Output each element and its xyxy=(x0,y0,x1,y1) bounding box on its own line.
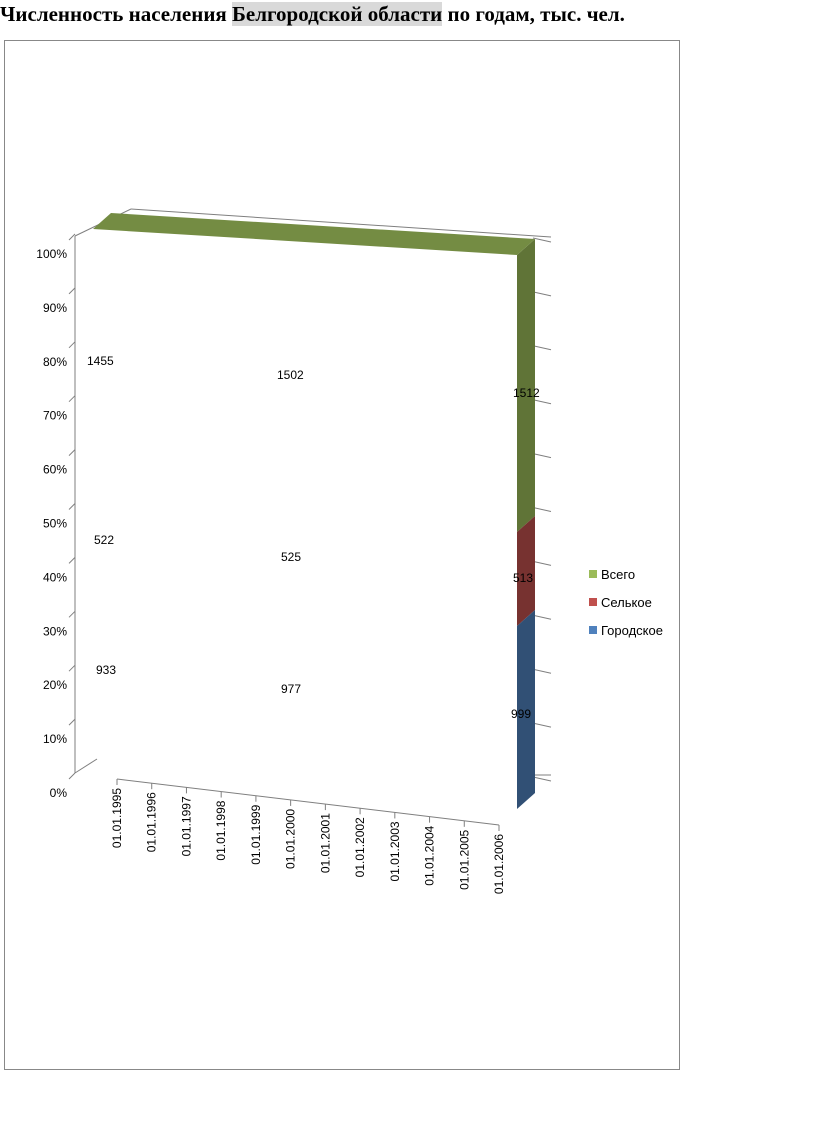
x-tick-label: 01.01.1996 xyxy=(145,792,159,852)
x-tick-label: 01.01.1995 xyxy=(110,788,124,848)
y-tick-mark xyxy=(68,449,76,456)
legend-item-total: Всего xyxy=(589,560,663,588)
y-tick-label: 50% xyxy=(43,517,67,531)
y-tick-label: 60% xyxy=(43,463,67,477)
legend-label-total: Всего xyxy=(601,566,636,582)
y-tick-mark xyxy=(68,287,76,295)
x-tick-label: 01.01.2005 xyxy=(457,829,471,889)
x-tick-label: 01.01.2004 xyxy=(423,825,437,885)
y-gridline-right xyxy=(532,614,552,620)
series-top-face xyxy=(93,213,535,255)
y-tick-mark xyxy=(68,341,76,349)
x-tick-label: 01.01.1999 xyxy=(249,804,263,864)
y-gridline-right xyxy=(532,776,552,782)
x-tick-label: 01.01.2001 xyxy=(318,813,332,873)
floor-left-edge xyxy=(74,758,98,774)
data-label: 999 xyxy=(511,707,531,721)
y-tick-mark xyxy=(68,557,76,564)
data-label: 1512 xyxy=(513,386,540,400)
x-tick-label: 01.01.1997 xyxy=(179,796,193,856)
data-label: 1502 xyxy=(277,368,304,382)
y-tick-label: 100% xyxy=(36,247,67,261)
data-label: 933 xyxy=(96,663,116,677)
legend-swatch-urban xyxy=(589,626,597,634)
legend-item-rural: Селькое xyxy=(589,588,663,616)
y-tick-mark xyxy=(68,233,76,241)
title-highlight: Белгородской области xyxy=(232,2,443,26)
y-gridline-right xyxy=(532,453,552,459)
y-tick-label: 20% xyxy=(43,678,67,692)
y-tick-mark xyxy=(68,718,76,726)
legend-item-urban: Городское xyxy=(589,616,663,644)
series-side-face xyxy=(517,609,535,809)
legend-label-rural: Селькое xyxy=(601,594,652,610)
y-tick-label: 70% xyxy=(43,409,67,423)
y-gridline-right xyxy=(532,291,552,297)
page-title: Численность населения Белгородской облас… xyxy=(0,2,625,27)
y-tick-mark xyxy=(68,664,76,672)
x-tick-label: 01.01.2006 xyxy=(492,834,506,894)
y-gridline-right xyxy=(532,668,552,674)
data-label: 977 xyxy=(281,682,301,696)
y-gridline-right xyxy=(532,399,552,405)
data-label: 525 xyxy=(281,550,301,564)
y-gridline-right xyxy=(532,507,552,512)
data-label: 522 xyxy=(94,533,114,547)
y-tick-label: 80% xyxy=(43,355,67,369)
back-wall-top xyxy=(130,208,552,238)
x-tick-label: 01.01.1998 xyxy=(214,800,228,860)
x-tick-label: 01.01.2002 xyxy=(353,817,367,877)
population-chart: 0% 10% 20% 30% 40% 50% 60% 70% 80% 90% 100% 01.01.1… xyxy=(36,208,552,894)
x-tick-label: 01.01.2000 xyxy=(284,809,298,869)
y-gridline-right xyxy=(532,237,552,243)
y-gridline-right xyxy=(532,722,552,728)
y-gridline-right xyxy=(532,345,552,351)
title-part-3: по годам, тыс. чел. xyxy=(442,2,625,26)
chart-frame: 0% 10% 20% 30% 40% 50% 60% 70% 80% 90% 100% 01.01.1… xyxy=(4,40,680,1070)
y-tick-label: 40% xyxy=(43,570,67,584)
y-gridline-right xyxy=(532,560,552,566)
y-tick-mark xyxy=(68,610,76,618)
title-part-1: Численность населения xyxy=(0,2,233,26)
x-tick-label: 01.01.2003 xyxy=(388,821,402,881)
legend-swatch-total xyxy=(589,570,597,578)
series-side-face xyxy=(517,239,535,532)
legend-label-urban: Городское xyxy=(601,622,663,638)
y-tick-label: 0% xyxy=(50,786,68,800)
series-side-face xyxy=(517,516,535,626)
y-tick-label: 30% xyxy=(43,624,67,638)
legend-swatch-rural xyxy=(589,598,597,606)
data-label: 513 xyxy=(513,571,533,585)
data-label: 1455 xyxy=(87,354,114,368)
y-tick-label: 10% xyxy=(43,732,67,746)
y-tick-mark xyxy=(68,503,76,510)
x-axis-line xyxy=(116,778,500,826)
chart-legend: Всего Селькое Городское xyxy=(589,560,663,644)
y-tick-mark xyxy=(68,395,76,403)
y-tick-mark xyxy=(68,772,76,780)
y-tick-label: 90% xyxy=(43,301,67,315)
